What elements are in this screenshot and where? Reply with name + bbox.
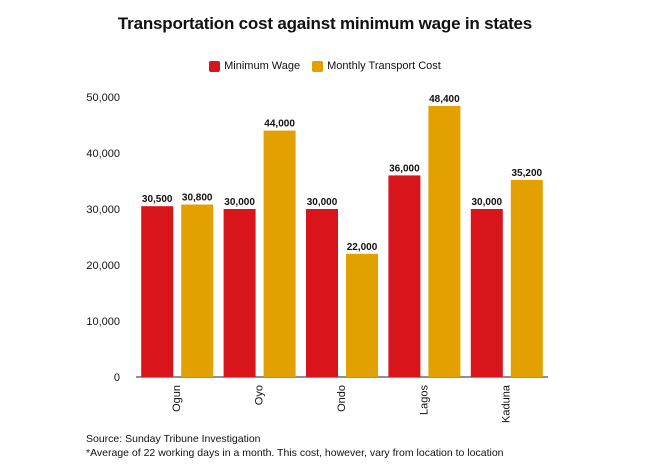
bar-monthly-transport-cost-lagos: [428, 105, 461, 378]
bar-minimum-wage-ondo: [306, 209, 338, 377]
data-label: 30,000: [472, 197, 503, 208]
data-label: 48,400: [429, 94, 460, 105]
data-label: 36,000: [389, 163, 420, 174]
x-tick-label: Ondo: [336, 385, 348, 412]
data-label: 35,200: [512, 168, 543, 179]
legend: Minimum Wage Monthly Transport Cost: [0, 60, 650, 72]
bar-minimum-wage-lagos: [388, 175, 421, 377]
data-label: 30,800: [182, 193, 213, 204]
x-tick-label: Lagos: [418, 385, 430, 415]
y-tick-label: 0: [114, 372, 120, 384]
footnote-text: *Average of 22 working days in a month. …: [86, 447, 504, 459]
x-tick-label: Ogun: [171, 385, 183, 412]
y-tick-label: 20,000: [86, 260, 120, 272]
bar-monthly-transport-cost-ondo: [346, 253, 378, 377]
y-tick-label: 40,000: [86, 148, 120, 160]
bar-minimum-wage-kaduna: [470, 209, 503, 377]
data-label: 44,000: [264, 119, 295, 130]
source-text: Source: Sunday Tribune Investigation: [86, 433, 261, 445]
legend-item-minimum-wage: Minimum Wage: [209, 60, 300, 72]
bar-monthly-transport-cost-kaduna: [510, 179, 543, 377]
chart-title: Transportation cost against minimum wage…: [117, 14, 533, 33]
legend-swatch-minimum-wage: [209, 60, 221, 72]
legend-label-minimum-wage: Minimum Wage: [224, 60, 301, 72]
y-tick-label: 30,000: [86, 204, 120, 216]
bar-minimum-wage-oyo: [223, 209, 256, 377]
data-label: 30,500: [142, 194, 173, 205]
bar-minimum-wage-ogun: [141, 206, 174, 377]
bar-monthly-transport-cost-ogun: [181, 204, 214, 377]
data-label: 30,000: [307, 197, 338, 208]
legend-swatch-monthly-transport-cost: [312, 60, 324, 72]
legend-item-monthly-transport-cost: Monthly Transport Cost: [312, 60, 441, 72]
source-note: Source: Sunday Tribune Investigation *Av…: [86, 432, 504, 460]
legend-label-monthly-transport-cost: Monthly Transport Cost: [327, 60, 441, 72]
data-label: 22,000: [347, 242, 378, 253]
bar-monthly-transport-cost-oyo: [263, 130, 296, 377]
x-tick-label: Oyo: [254, 385, 266, 405]
x-tick-label: Kaduna: [501, 384, 513, 423]
data-label: 30,000: [224, 197, 255, 208]
y-tick-label: 10,000: [86, 316, 120, 328]
y-tick-label: 50,000: [86, 92, 120, 104]
